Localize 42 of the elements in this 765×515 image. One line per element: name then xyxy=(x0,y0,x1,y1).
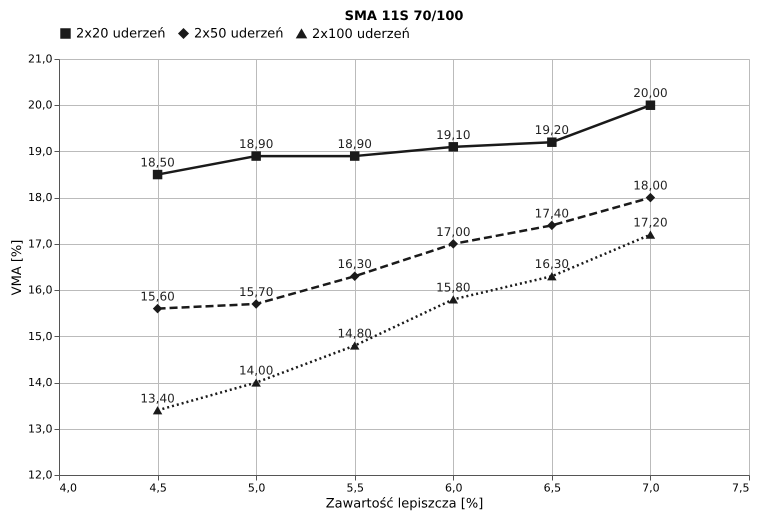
y-tick-label: 13,0 xyxy=(28,422,52,436)
data-label: 17,00 xyxy=(436,224,470,239)
data-label: 18,00 xyxy=(633,178,668,193)
data-label: 20,00 xyxy=(633,86,668,100)
legend-label: 2x50 uderzeń xyxy=(194,26,284,42)
data-label: 18,50 xyxy=(140,156,175,170)
data-label: 16,30 xyxy=(338,257,372,272)
data-label: 14,00 xyxy=(238,364,274,378)
y-tick-label: 12,0 xyxy=(28,468,52,482)
x-tick-label: 6,0 xyxy=(445,482,463,494)
x-tick-label: 7,5 xyxy=(732,482,750,494)
data-label: 18,90 xyxy=(238,137,274,152)
chart-title: SMA 11S 70/100 xyxy=(344,9,464,24)
data-label: 13,40 xyxy=(140,391,175,406)
x-tick-label: 7,0 xyxy=(642,482,660,494)
data-label: 16,30 xyxy=(534,257,570,272)
legend-label: 2x100 uderzeń xyxy=(312,26,410,42)
data-label: 17,40 xyxy=(534,206,570,220)
x-axis-title: Zawartość lepiszcza [%] xyxy=(326,496,484,512)
x-tick-label: 4,0 xyxy=(60,482,77,494)
y-axis-title: VMA [%] xyxy=(10,240,26,296)
data-label: 17,20 xyxy=(633,216,668,230)
y-tick-label: 21,0 xyxy=(28,52,52,66)
y-tick-label: 18,0 xyxy=(28,191,52,204)
y-tick-label: 16,0 xyxy=(28,284,52,297)
data-label: 15,60 xyxy=(140,290,175,304)
x-tick-label: 4,5 xyxy=(149,482,167,494)
data-label: 15,80 xyxy=(436,280,470,294)
x-tick-label: 6,5 xyxy=(544,482,562,494)
data-label: 19,10 xyxy=(436,128,470,142)
y-tick-label: 15,0 xyxy=(28,330,52,343)
y-tick-label: 17,0 xyxy=(28,237,52,250)
data-label: 14,80 xyxy=(338,326,372,341)
x-tick-label: 5,5 xyxy=(346,482,364,494)
y-tick-label: 19,0 xyxy=(28,144,52,158)
data-label: 15,70 xyxy=(238,284,274,299)
data-label: 19,20 xyxy=(534,123,570,138)
legend-label: 2x20 uderzeń xyxy=(76,26,166,42)
x-tick-label: 5,0 xyxy=(248,482,266,494)
y-tick-label: 20,0 xyxy=(28,98,52,112)
y-tick-label: 14,0 xyxy=(28,376,52,390)
data-label: 18,90 xyxy=(338,137,372,152)
